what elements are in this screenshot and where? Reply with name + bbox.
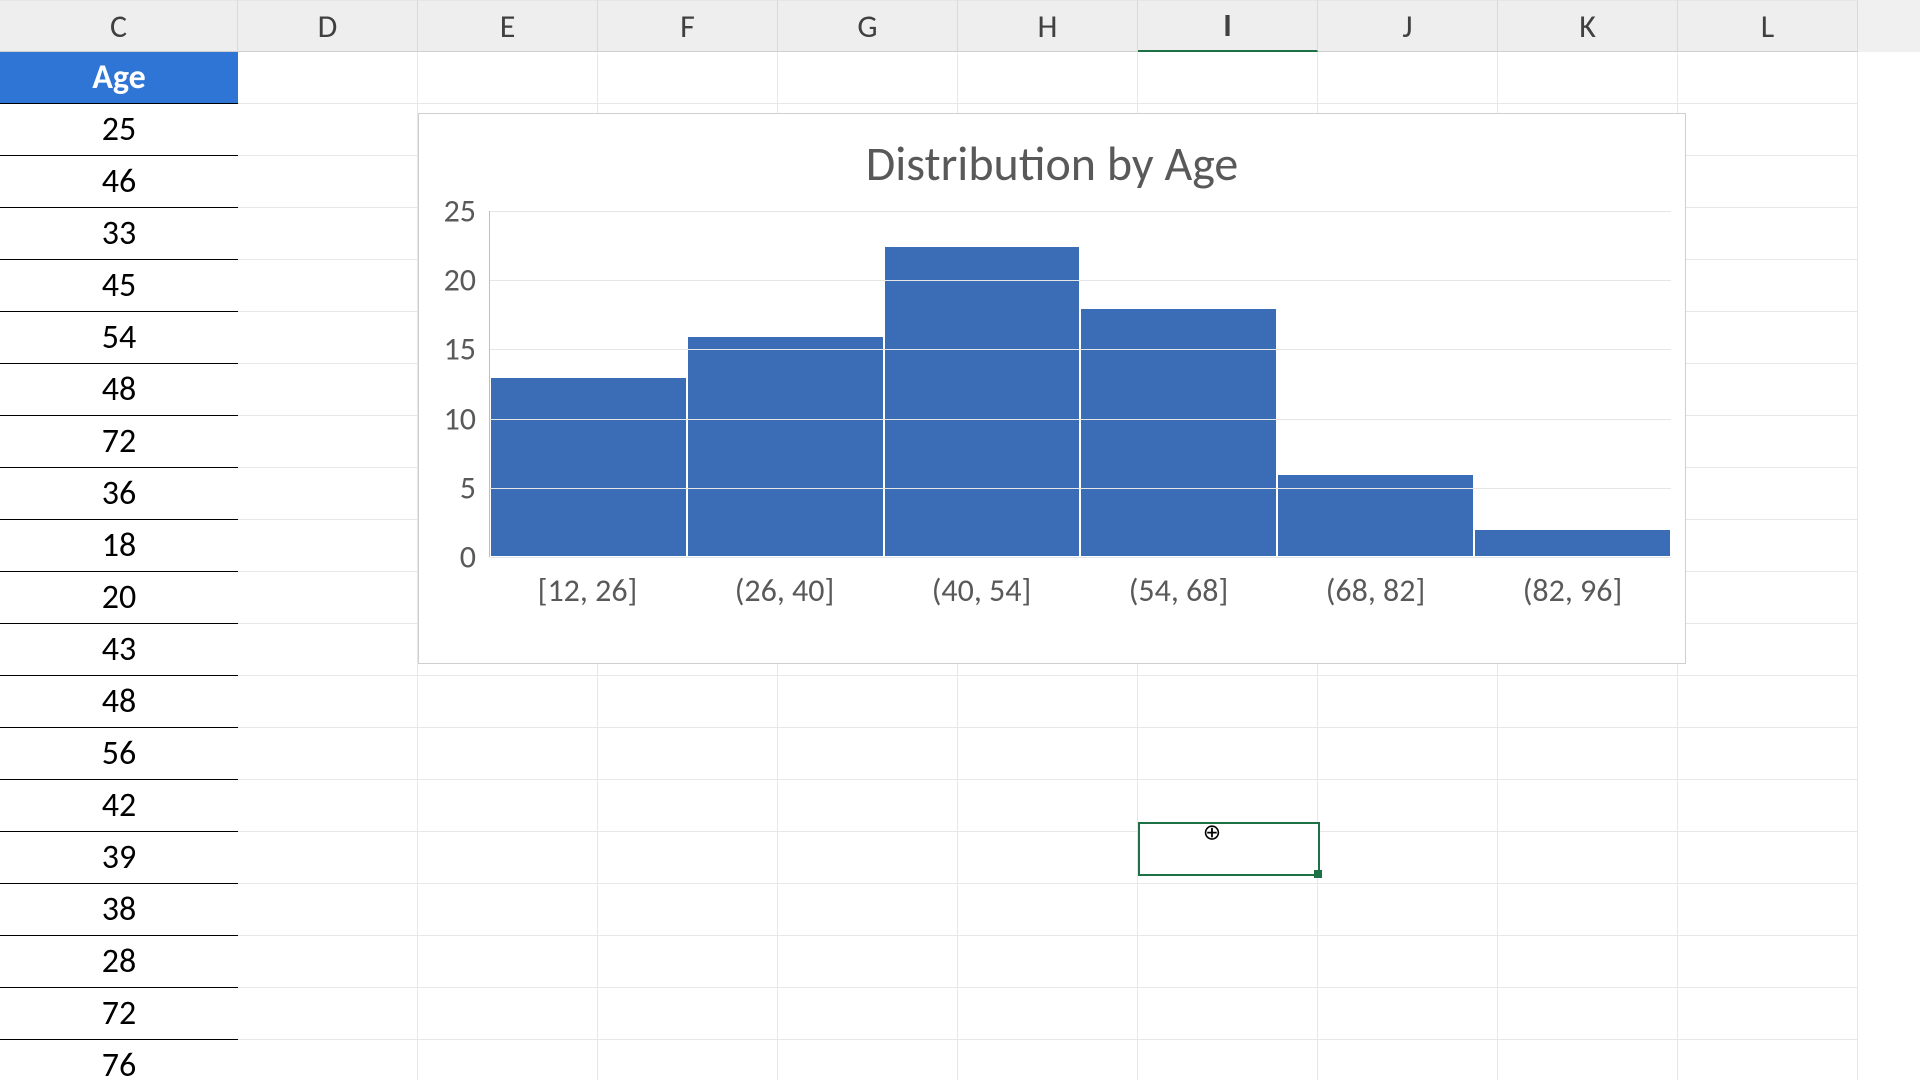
gridline xyxy=(490,280,1671,281)
y-tick-label: 10 xyxy=(444,399,490,438)
histogram-bar[interactable] xyxy=(1080,308,1277,557)
y-tick-label: 5 xyxy=(460,468,490,507)
data-cell[interactable]: 76 xyxy=(0,1040,238,1080)
plot-area: 0510152025 xyxy=(489,211,1671,557)
data-cell[interactable]: 56 xyxy=(0,728,238,780)
x-tick-label: (40, 54] xyxy=(883,571,1080,610)
chart-bars xyxy=(490,211,1671,557)
column-headers: CDEFGHIJKL xyxy=(0,0,1920,52)
column-header-c[interactable]: C xyxy=(0,0,238,52)
data-cell[interactable]: 36 xyxy=(0,468,238,520)
data-header-cell[interactable]: Age xyxy=(0,52,238,104)
gridline xyxy=(490,211,1671,212)
data-cell[interactable]: 48 xyxy=(0,676,238,728)
data-cell[interactable]: 28 xyxy=(0,936,238,988)
histogram-bar[interactable] xyxy=(1277,474,1474,557)
column-header-i[interactable]: I xyxy=(1138,0,1318,52)
y-tick-label: 0 xyxy=(460,538,490,577)
y-tick-label: 15 xyxy=(444,330,490,369)
data-cell[interactable]: 20 xyxy=(0,572,238,624)
x-axis-labels: [12, 26](26, 40](40, 54](54, 68](68, 82]… xyxy=(489,571,1671,610)
data-cell[interactable]: 54 xyxy=(0,312,238,364)
column-header-f[interactable]: F xyxy=(598,0,778,52)
column-header-d[interactable]: D xyxy=(238,0,418,52)
data-cell[interactable]: 46 xyxy=(0,156,238,208)
data-cell[interactable]: 72 xyxy=(0,988,238,1040)
data-cell[interactable]: 38 xyxy=(0,884,238,936)
column-header-l[interactable]: L xyxy=(1678,0,1858,52)
column-header-j[interactable]: J xyxy=(1318,0,1498,52)
histogram-bar[interactable] xyxy=(884,246,1081,557)
data-cell[interactable]: 18 xyxy=(0,520,238,572)
active-cell-selection[interactable] xyxy=(1138,822,1320,876)
column-header-g[interactable]: G xyxy=(778,0,958,52)
data-cell[interactable]: 43 xyxy=(0,624,238,676)
x-tick-label: (68, 82] xyxy=(1277,571,1474,610)
histogram-bar[interactable] xyxy=(1474,529,1671,557)
x-tick-label: (26, 40] xyxy=(686,571,883,610)
data-cell[interactable]: 72 xyxy=(0,416,238,468)
y-tick-label: 20 xyxy=(444,261,490,300)
y-tick-label: 25 xyxy=(444,192,490,231)
data-cell[interactable]: 39 xyxy=(0,832,238,884)
data-cell[interactable]: 48 xyxy=(0,364,238,416)
histogram-bar[interactable] xyxy=(490,377,687,557)
x-tick-label: [12, 26] xyxy=(489,571,686,610)
data-column-c: Age2546334554487236182043485642393828727… xyxy=(0,52,238,1080)
x-tick-label: (82, 96] xyxy=(1474,571,1671,610)
data-cell[interactable]: 33 xyxy=(0,208,238,260)
gridline xyxy=(490,349,1671,350)
gridline xyxy=(490,488,1671,489)
fill-handle[interactable] xyxy=(1314,870,1322,878)
column-header-k[interactable]: K xyxy=(1498,0,1678,52)
cell-cursor-icon: ⊕ xyxy=(1203,819,1221,846)
data-cell[interactable]: 25 xyxy=(0,104,238,156)
data-cell[interactable]: 45 xyxy=(0,260,238,312)
chart-title: Distribution by Age xyxy=(433,134,1671,193)
x-tick-label: (54, 68] xyxy=(1080,571,1277,610)
embedded-chart[interactable]: Distribution by Age 0510152025 [12, 26](… xyxy=(418,113,1686,664)
column-header-h[interactable]: H xyxy=(958,0,1138,52)
gridline xyxy=(490,557,1671,558)
column-header-e[interactable]: E xyxy=(418,0,598,52)
chart-plot: 0510152025 [12, 26](26, 40](40, 54](54, … xyxy=(489,211,1671,610)
histogram-bar[interactable] xyxy=(687,336,884,557)
data-cell[interactable]: 42 xyxy=(0,780,238,832)
gridline xyxy=(490,419,1671,420)
